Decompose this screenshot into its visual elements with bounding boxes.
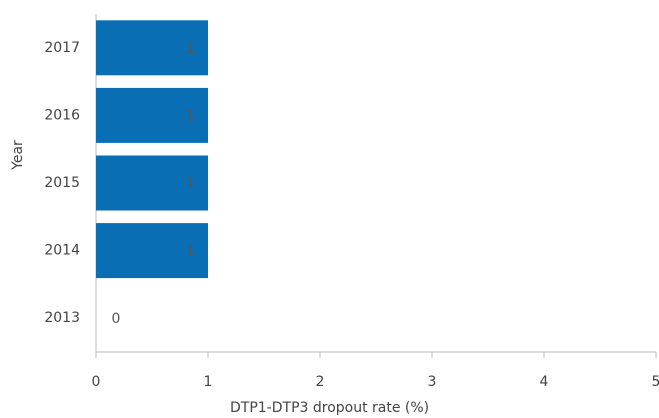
bar: [96, 155, 208, 211]
bar: [96, 87, 208, 143]
y-tick-label: 2016: [44, 107, 80, 123]
y-axis-label: Year: [10, 140, 26, 171]
data-label: 0: [112, 311, 121, 327]
y-tick-label: 2013: [44, 310, 80, 326]
data-label: 1: [186, 108, 195, 124]
x-tick-label: 1: [204, 374, 213, 390]
x-axis-label: DTP1-DTP3 dropout rate (%): [230, 400, 429, 416]
data-label: 1: [186, 176, 195, 192]
data-label: 1: [186, 244, 195, 260]
y-tick-label: 2014: [44, 243, 80, 259]
x-tick-label: 3: [428, 374, 437, 390]
y-tick-label: 2015: [44, 175, 80, 191]
x-tick-label: 0: [92, 374, 101, 390]
x-tick-label: 2: [316, 374, 325, 390]
x-tick-label: 5: [652, 374, 659, 390]
bar: [96, 20, 208, 76]
x-tick-label: 4: [540, 374, 549, 390]
bar: [96, 223, 208, 279]
data-label: 1: [186, 41, 195, 57]
y-tick-label: 2017: [44, 40, 80, 56]
